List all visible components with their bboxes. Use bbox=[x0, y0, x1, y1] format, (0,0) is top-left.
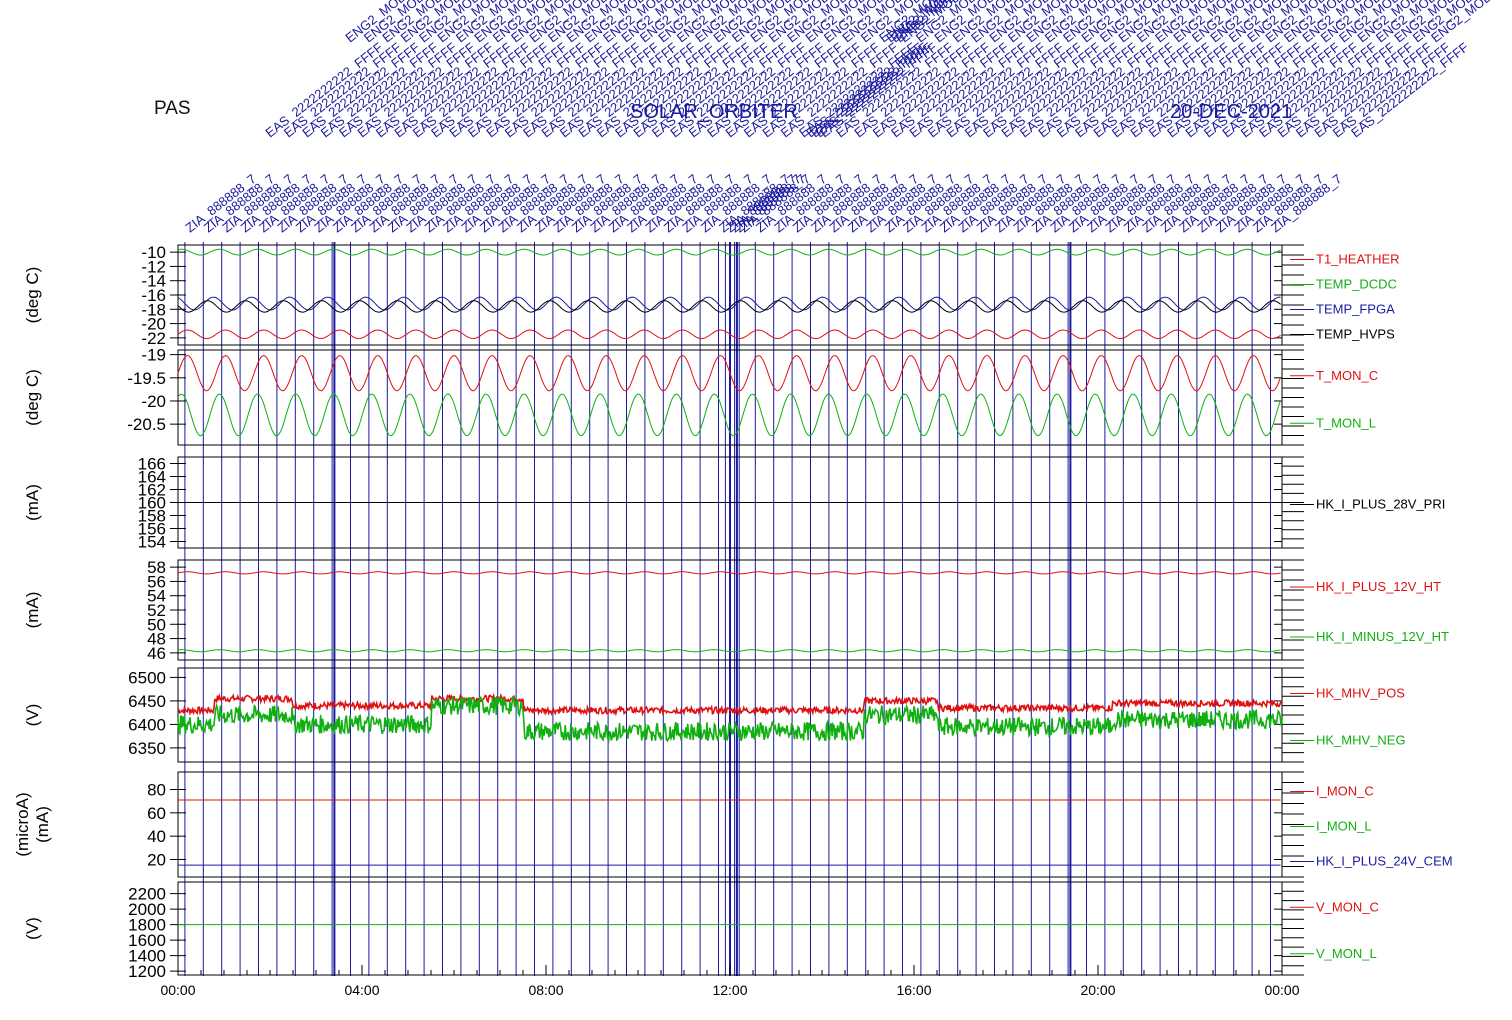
x-tick-label: 08:00 bbox=[528, 982, 563, 998]
y-axis-label: (mA) bbox=[33, 806, 52, 843]
y-tick-label: 6450 bbox=[128, 692, 166, 711]
chart-panel: 20 40 60 80 (microA) (mA) I_MON_C I_MON_L HK_I_P… bbox=[13, 771, 1453, 878]
legend-label: I_MON_L bbox=[1316, 819, 1372, 834]
legend-label: V_MON_L bbox=[1316, 946, 1377, 961]
event-center-label: SOLAR_ORBITER bbox=[630, 101, 798, 123]
data-line bbox=[177, 329, 1281, 340]
legend-label: HK_I_PLUS_28V_PRI bbox=[1316, 497, 1445, 512]
y-tick-label: 156 bbox=[138, 520, 166, 539]
event-labels: ZIA_888888_7EAS_2222222222_FFFFENG2_MODE… bbox=[183, 0, 1502, 235]
y-tick-label: 2000 bbox=[128, 900, 166, 919]
x-tick-label: 12:00 bbox=[712, 982, 747, 998]
y-tick-label: -10 bbox=[141, 243, 166, 262]
y-tick-label: 1400 bbox=[128, 947, 166, 966]
y-tick-label: -14 bbox=[141, 272, 166, 291]
y-tick-label: 80 bbox=[147, 781, 166, 800]
y-tick-label: -16 bbox=[141, 286, 166, 305]
y-tick-label: -20 bbox=[141, 315, 166, 334]
chart-panel: -10-12-14-16-18-20-22 (deg C) T1_HEATHER TE… bbox=[23, 243, 1400, 348]
legend-label: HK_I_PLUS_12V_HT bbox=[1316, 579, 1441, 594]
y-tick-label: 2200 bbox=[128, 885, 166, 904]
y-tick-label: 60 bbox=[147, 804, 166, 823]
y-tick-label: 46 bbox=[147, 644, 166, 663]
legend-label: V_MON_C bbox=[1316, 899, 1379, 914]
y-tick-label: 6350 bbox=[128, 739, 166, 758]
y-tick-label: -18 bbox=[141, 300, 166, 319]
y-tick-label: 160 bbox=[138, 494, 166, 513]
x-tick-label: 00:00 bbox=[160, 982, 195, 998]
x-tick-label: 20:00 bbox=[1080, 982, 1115, 998]
chart-title: PAS bbox=[154, 98, 191, 119]
y-tick-label: 164 bbox=[138, 468, 166, 487]
data-line bbox=[177, 355, 1282, 392]
y-tick-label: 1600 bbox=[128, 931, 166, 950]
y-tick-label: 166 bbox=[138, 455, 166, 474]
data-line bbox=[177, 649, 1281, 653]
data-line bbox=[177, 300, 1281, 313]
legend-label: TEMP_FPGA bbox=[1316, 302, 1395, 317]
y-tick-label: 6500 bbox=[128, 668, 166, 687]
legend-label: TEMP_DCDC bbox=[1316, 277, 1397, 292]
legend-label: HK_I_PLUS_24V_CEM bbox=[1316, 854, 1453, 869]
y-tick-label: 54 bbox=[147, 587, 166, 606]
legend-label: T1_HEATHER bbox=[1316, 252, 1400, 267]
y-tick-label: 1800 bbox=[128, 916, 166, 935]
chart-panel: -19 -19.5 -20 -20.5 (deg C) T_MON_C T_MON_L bbox=[23, 346, 1378, 446]
x-tick-label: 00:00 bbox=[1264, 982, 1299, 998]
legend-label: T_MON_C bbox=[1316, 368, 1378, 383]
y-tick-label: -19 bbox=[141, 346, 166, 365]
x-tick-label: 04:00 bbox=[344, 982, 379, 998]
y-tick-label: 58 bbox=[147, 558, 166, 577]
event-center-label: 20-DEC-2021 bbox=[1170, 101, 1292, 123]
data-line bbox=[177, 393, 1282, 437]
legend-label: T_MON_L bbox=[1316, 415, 1376, 430]
y-axis-label: (mA) bbox=[23, 592, 42, 629]
y-tick-label: 40 bbox=[147, 827, 166, 846]
y-axis-label: (microA) bbox=[13, 792, 32, 856]
y-tick-label: 1200 bbox=[128, 962, 166, 981]
y-axis-label: (V) bbox=[23, 917, 42, 940]
chart-panel: 6350 6400 6450 6500 (V) HK_MHV_POS HK_MHV_NEG bbox=[23, 667, 1406, 763]
legend-label: TEMP_HVPS bbox=[1316, 327, 1395, 342]
y-tick-label: 162 bbox=[138, 481, 166, 500]
data-line bbox=[177, 692, 1283, 717]
y-tick-label: 50 bbox=[147, 615, 166, 634]
y-tick-label: -12 bbox=[141, 257, 166, 276]
x-tick-label: 16:00 bbox=[896, 982, 931, 998]
data-line bbox=[177, 696, 1283, 744]
y-tick-label: 52 bbox=[147, 601, 166, 620]
x-axis: 00:00 04:00 08:00 12:00 16:00 20:00 00:00 bbox=[160, 965, 1300, 998]
y-tick-label: 6400 bbox=[128, 715, 166, 734]
data-line bbox=[177, 571, 1281, 575]
legend-label: HK_I_MINUS_12V_HT bbox=[1316, 629, 1449, 644]
y-tick-label: -19.5 bbox=[127, 369, 166, 388]
y-tick-label: 20 bbox=[147, 851, 166, 870]
y-tick-label: 154 bbox=[138, 533, 166, 552]
y-tick-label: -20.5 bbox=[127, 415, 166, 434]
y-axis-label: (mA) bbox=[23, 484, 42, 521]
y-axis-label: (V) bbox=[23, 704, 42, 727]
y-tick-label: -22 bbox=[141, 329, 166, 348]
y-tick-label: -20 bbox=[141, 392, 166, 411]
y-axis-label: (deg C) bbox=[23, 369, 42, 426]
y-tick-label: 158 bbox=[138, 507, 166, 526]
y-axis-label: (deg C) bbox=[23, 267, 42, 324]
event-markers bbox=[184, 242, 1271, 976]
data-line bbox=[177, 296, 1281, 311]
data-line bbox=[177, 248, 1281, 256]
y-tick-label: 56 bbox=[147, 572, 166, 591]
y-tick-label: 48 bbox=[147, 630, 166, 649]
legend-label: HK_MHV_POS bbox=[1316, 686, 1405, 701]
legend-label: I_MON_C bbox=[1316, 784, 1374, 799]
legend-label: HK_MHV_NEG bbox=[1316, 733, 1406, 748]
